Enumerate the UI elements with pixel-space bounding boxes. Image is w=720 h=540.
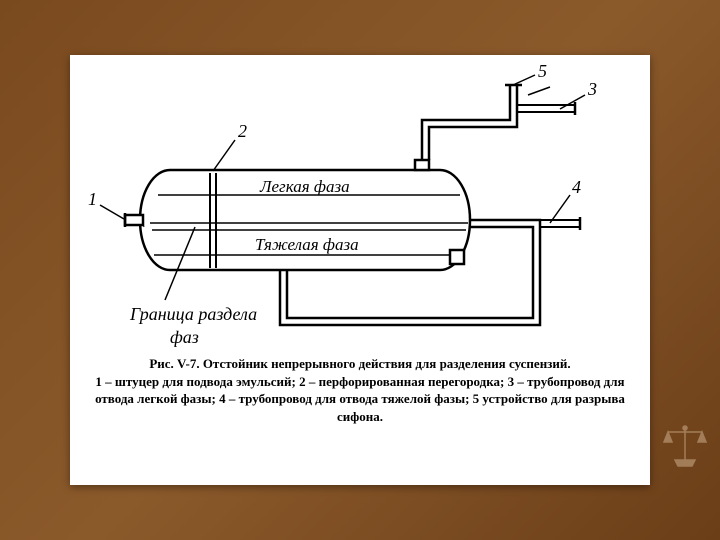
caption-body: 1 – штуцер для подвода эмульсий; 2 – пер…: [90, 373, 630, 426]
slide-frame: Легкая фаза Тяжелая фаза 1 2 3 4 5 Грани…: [70, 55, 650, 485]
callout-4: 4: [572, 177, 581, 197]
callout-5: 5: [538, 65, 547, 81]
label-boundary-2: фаз: [170, 327, 199, 347]
label-heavy-phase: Тяжелая фаза: [255, 235, 359, 254]
callout-1: 1: [88, 189, 97, 209]
figure-caption: Рис. V-7. Отстойник непрерывного действи…: [90, 355, 630, 425]
diagram-svg: Легкая фаза Тяжелая фаза 1 2 3 4 5 Грани…: [80, 65, 640, 365]
balance-scale-icon: [660, 420, 710, 470]
caption-title: Рис. V-7. Отстойник непрерывного действи…: [90, 355, 630, 373]
callout-2: 2: [238, 121, 247, 141]
settler-diagram: Легкая фаза Тяжелая фаза 1 2 3 4 5 Грани…: [80, 65, 640, 365]
label-light-phase: Легкая фаза: [259, 177, 350, 196]
label-boundary-1: Граница раздела: [129, 304, 257, 324]
callout-3: 3: [587, 79, 597, 99]
